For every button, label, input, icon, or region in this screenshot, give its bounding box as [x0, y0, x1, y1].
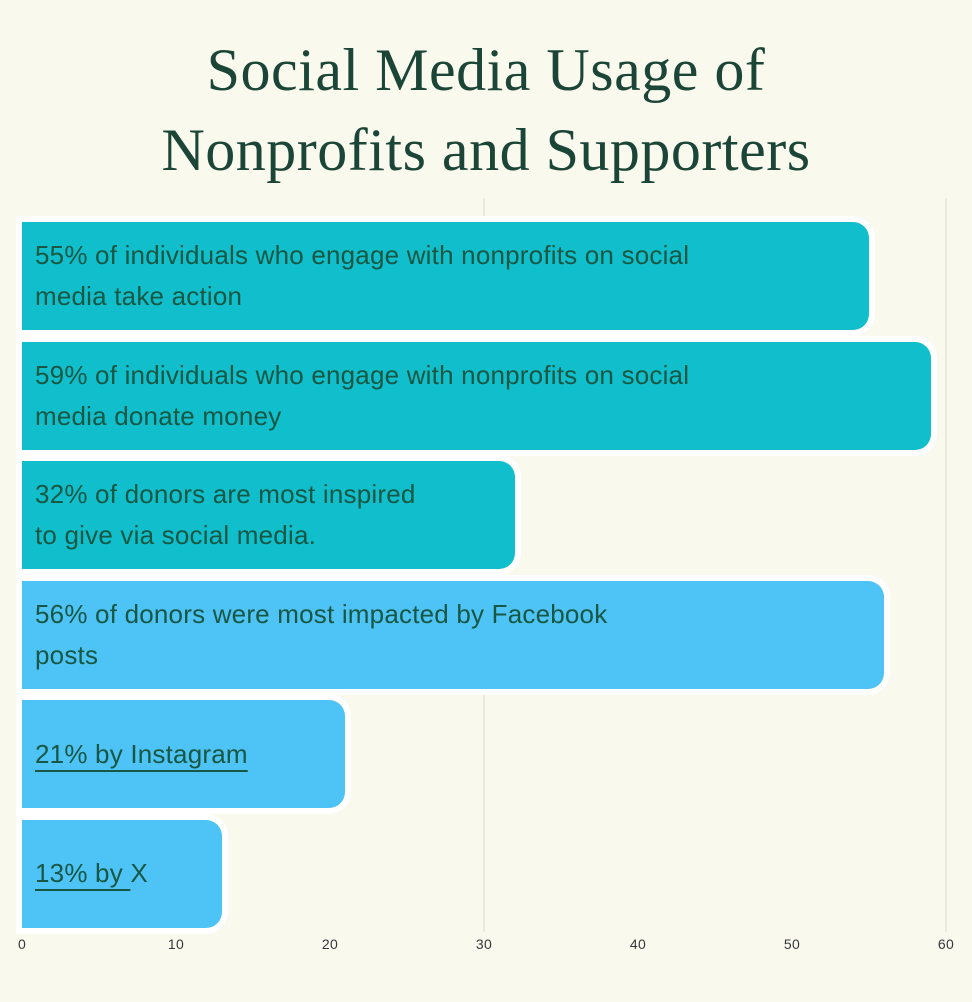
- chart-title-line1: Social Media Usage of: [206, 37, 766, 103]
- bar-label-line: 59% of individuals who engage with nonpr…: [35, 359, 690, 390]
- gridline: [945, 198, 947, 932]
- x-axis-tick-label: 50: [783, 936, 801, 952]
- bar-label-line: to give via social media.: [35, 520, 317, 551]
- x-axis-tick-label: 10: [167, 936, 185, 952]
- bar: 32% of donors are most inspired to give v…: [22, 461, 515, 570]
- x-axis: 0 10 20 30 40 50 60: [18, 936, 954, 958]
- underlined-label-text: 13% by: [35, 858, 131, 889]
- bar: 56% of donors were most impacted by Face…: [22, 580, 885, 689]
- chart-title-line2: Nonprofits and Supporters: [161, 117, 811, 183]
- chart-title: Social Media Usage of Nonprofits and Sup…: [0, 30, 972, 190]
- bar-label-line: 55% of individuals who engage with nonpr…: [35, 240, 690, 270]
- bar-label-line: 56% of donors were most impacted by Face…: [35, 598, 608, 629]
- plot-area: 55% of individuals who engage with nonpr…: [22, 198, 947, 932]
- x-axis-tick-label: 60: [937, 936, 955, 952]
- bar: 21% by Instagram: [22, 700, 346, 809]
- x-axis-tick-label: 30: [475, 936, 493, 952]
- x-axis-tick-label: 20: [321, 936, 339, 952]
- bars: 55% of individuals who engage with nonpr…: [22, 222, 946, 928]
- bar-label-line: media donate money: [35, 400, 282, 431]
- x-axis-tick-label: 0: [17, 936, 27, 952]
- x-axis-tick-label: 40: [629, 936, 647, 952]
- bar-label-line: 13% by X: [35, 858, 148, 889]
- underlined-label-text: 21% by Instagram: [35, 738, 248, 769]
- bar-label-line: posts: [35, 639, 99, 670]
- bar: 59% of individuals who engage with nonpr…: [22, 341, 931, 450]
- bar-label-line: 21% by Instagram: [35, 734, 345, 775]
- bar: 13% by X: [22, 819, 223, 928]
- bar: 55% of individuals who engage with nonpr…: [22, 222, 869, 330]
- bar-label-line: media take action: [35, 281, 243, 311]
- bar-chart: 55% of individuals who engage with nonpr…: [18, 198, 954, 958]
- bar-label-line: 32% of donors are most inspired: [35, 479, 416, 510]
